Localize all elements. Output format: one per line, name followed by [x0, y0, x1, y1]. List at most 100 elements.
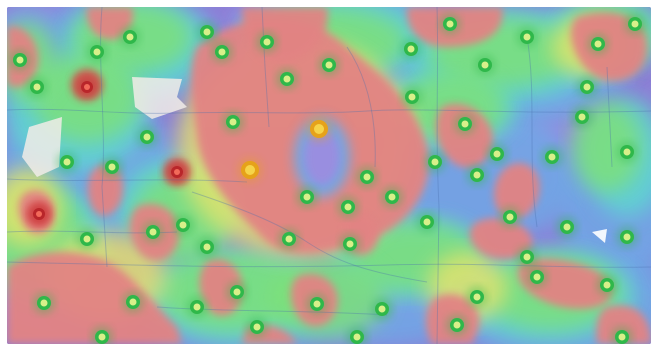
cluster-marker-14[interactable] [237, 157, 263, 183]
marker-core [408, 93, 416, 101]
cluster-marker-9[interactable] [624, 13, 646, 35]
road-7 [7, 261, 651, 268]
landmark-shapes [22, 77, 607, 243]
cluster-marker-43[interactable] [56, 151, 78, 173]
marker-core [253, 323, 261, 331]
road-11 [156, 306, 388, 316]
hotspot-region-12 [7, 252, 182, 344]
marker-core [407, 45, 415, 53]
cluster-marker-34[interactable] [226, 281, 248, 303]
cluster-marker-17[interactable] [454, 113, 476, 135]
cluster-marker-20[interactable] [616, 141, 638, 163]
cluster-marker-10[interactable] [576, 76, 598, 98]
heatmap-map[interactable] [7, 7, 651, 344]
marker-core [83, 235, 91, 243]
cluster-marker-15[interactable] [101, 156, 123, 178]
cluster-marker-46[interactable] [416, 211, 438, 233]
marker-core [218, 48, 226, 56]
cluster-marker-7[interactable] [474, 54, 496, 76]
cluster-marker-54[interactable] [401, 86, 423, 108]
marker-core [618, 333, 626, 341]
marker-core [325, 61, 333, 69]
hotspot-region-18 [596, 305, 651, 344]
cluster-marker-30[interactable] [499, 206, 521, 228]
marker-core [93, 48, 101, 56]
cluster-marker-32[interactable] [33, 292, 55, 314]
cluster-marker-21[interactable] [486, 143, 508, 165]
cluster-marker-41[interactable] [516, 26, 538, 48]
cluster-marker-28[interactable] [29, 204, 49, 224]
marker-core [578, 113, 586, 121]
cluster-marker-58[interactable] [516, 246, 538, 268]
marker-core [174, 169, 180, 175]
cluster-marker-1[interactable] [119, 26, 141, 48]
cluster-marker-19[interactable] [541, 146, 563, 168]
cluster-marker-45[interactable] [186, 296, 208, 318]
marker-core [523, 253, 531, 261]
cluster-marker-59[interactable] [91, 326, 113, 344]
road-5 [436, 7, 440, 344]
cluster-marker-56[interactable] [296, 186, 318, 208]
cluster-marker-16[interactable] [167, 162, 187, 182]
cluster-marker-48[interactable] [616, 226, 638, 248]
cluster-marker-18[interactable] [424, 151, 446, 173]
heatmap-canvas[interactable] [7, 7, 651, 344]
cluster-marker-50[interactable] [346, 326, 368, 344]
cluster-marker-36[interactable] [371, 298, 393, 320]
cluster-marker-39[interactable] [596, 274, 618, 296]
cluster-marker-53[interactable] [136, 126, 158, 148]
cluster-marker-23[interactable] [337, 196, 359, 218]
marker-core [143, 133, 151, 141]
cluster-marker-60[interactable] [611, 326, 633, 344]
marker-core [431, 158, 439, 166]
cluster-marker-37[interactable] [446, 314, 468, 336]
cluster-marker-40[interactable] [211, 41, 233, 63]
cluster-marker-51[interactable] [466, 286, 488, 308]
cluster-marker-29[interactable] [76, 228, 98, 250]
cluster-marker-52[interactable] [26, 76, 48, 98]
cluster-marker-44[interactable] [276, 68, 298, 90]
marker-core [149, 228, 157, 236]
marker-core [473, 171, 481, 179]
cluster-marker-11[interactable] [77, 77, 97, 97]
cluster-markers[interactable] [9, 13, 646, 344]
road-8 [526, 36, 538, 228]
cluster-marker-4[interactable] [318, 54, 340, 76]
cluster-marker-49[interactable] [246, 316, 268, 338]
marker-core [263, 38, 271, 46]
cluster-marker-33[interactable] [122, 291, 144, 313]
marker-core [493, 150, 501, 158]
marker-core [40, 299, 48, 307]
cluster-marker-55[interactable] [356, 166, 378, 188]
cluster-marker-42[interactable] [86, 41, 108, 63]
cluster-marker-13[interactable] [306, 116, 332, 142]
marker-core [548, 153, 556, 161]
cluster-marker-2[interactable] [196, 21, 218, 43]
cluster-marker-5[interactable] [400, 38, 422, 60]
marker-core [523, 33, 531, 41]
cluster-marker-6[interactable] [439, 13, 461, 35]
cluster-marker-22[interactable] [381, 186, 403, 208]
cluster-marker-12[interactable] [222, 111, 244, 133]
marker-core [603, 281, 611, 289]
cluster-marker-27[interactable] [142, 221, 164, 243]
cluster-marker-24[interactable] [278, 228, 300, 250]
road-1 [7, 178, 248, 183]
cluster-marker-38[interactable] [526, 266, 548, 288]
marker-core [233, 288, 241, 296]
marker-core [283, 75, 291, 83]
marker-core [63, 158, 71, 166]
cluster-marker-25[interactable] [339, 233, 361, 255]
cluster-marker-3[interactable] [256, 31, 278, 53]
cluster-marker-35[interactable] [306, 293, 328, 315]
cluster-marker-57[interactable] [571, 106, 593, 128]
cluster-marker-8[interactable] [587, 33, 609, 55]
marker-core [378, 305, 386, 313]
cluster-marker-47[interactable] [556, 216, 578, 238]
marker-core [423, 218, 431, 226]
cluster-marker-31[interactable] [466, 164, 488, 186]
cluster-marker-26[interactable] [172, 214, 194, 236]
hotspot-region-6 [469, 218, 533, 259]
cluster-marker-0[interactable] [9, 49, 31, 71]
cluster-marker-61[interactable] [196, 236, 218, 258]
